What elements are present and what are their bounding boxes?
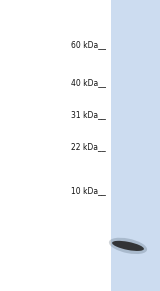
Text: 40 kDa__: 40 kDa__: [71, 79, 106, 87]
Text: 10 kDa__: 10 kDa__: [71, 186, 106, 195]
Text: 60 kDa__: 60 kDa__: [71, 41, 106, 49]
Text: 31 kDa__: 31 kDa__: [71, 111, 106, 119]
Ellipse shape: [112, 241, 144, 251]
Text: 22 kDa__: 22 kDa__: [71, 143, 106, 151]
Bar: [111, 0, 160, 291]
Ellipse shape: [109, 238, 147, 254]
